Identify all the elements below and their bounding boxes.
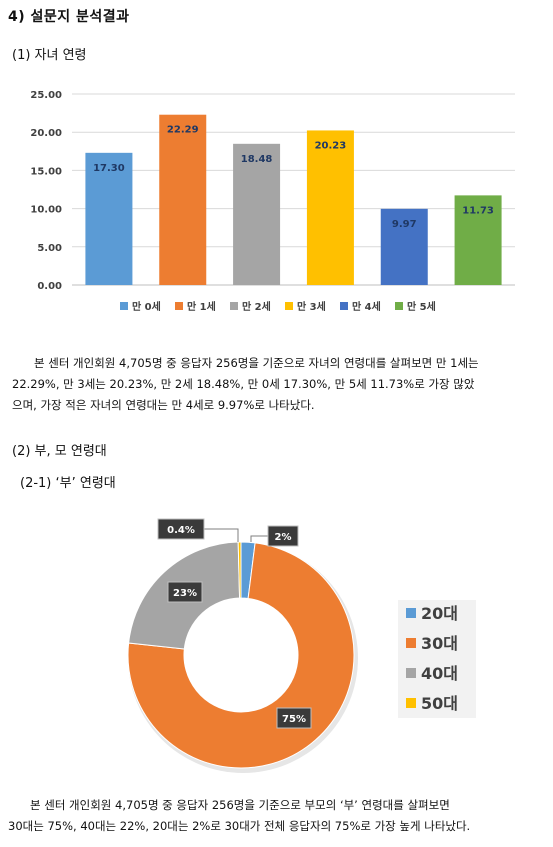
child-age-bar-chart: 0.00 5.00 10.00 15.00 20.00 25.00 17.30 22.29 18… bbox=[30, 90, 515, 313]
data-label-box bbox=[157, 518, 205, 540]
paragraph-father-age: 본 센터 개인회원 4,705명 중 응답자 256명을 기준으로 부모의 ‘부… bbox=[8, 795, 546, 837]
legend-label: 20대 bbox=[421, 604, 458, 623]
father-age-donut-chart: 2% 75% 23% 0.4% 20대 30대 40대 50대 bbox=[127, 518, 476, 773]
callout-leader-line bbox=[250, 535, 268, 542]
paragraph2-line2: 30대는 75%, 40대는 22%, 20대는 2%로 30대가 전체 응답자… bbox=[8, 819, 471, 833]
legend-label: 만 3세 bbox=[297, 300, 326, 313]
data-label: 23% bbox=[173, 588, 197, 599]
bar-value-label: 18.48 bbox=[241, 154, 273, 165]
bar-value-label: 20.23 bbox=[315, 140, 347, 151]
legend-label: 만 4세 bbox=[352, 300, 381, 313]
bar-5 bbox=[454, 195, 502, 285]
bar-value-label: 11.73 bbox=[462, 205, 494, 216]
bar-3 bbox=[306, 130, 354, 285]
legend-label: 만 5세 bbox=[407, 300, 436, 313]
data-label: 2% bbox=[275, 532, 292, 543]
legend-swatch bbox=[230, 302, 238, 310]
y-tick-label: 25.00 bbox=[30, 90, 62, 101]
subsection-title-father-age: (2-1) ‘부’ 연령대 bbox=[20, 476, 116, 491]
bar-0 bbox=[85, 152, 133, 285]
bar-value-label: 9.97 bbox=[392, 219, 417, 230]
section-title: 4) 설문지 분석결과 bbox=[8, 9, 130, 25]
y-tick-label: 5.00 bbox=[37, 243, 62, 254]
legend-label: 만 1세 bbox=[187, 300, 216, 313]
legend-swatch bbox=[340, 302, 348, 310]
bar-value-label: 17.30 bbox=[93, 163, 125, 174]
legend-label: 40대 bbox=[421, 664, 458, 683]
y-tick-label: 15.00 bbox=[30, 166, 62, 177]
data-label: 0.4% bbox=[167, 525, 195, 536]
legend-swatch bbox=[120, 302, 128, 310]
y-tick-label: 20.00 bbox=[30, 128, 62, 139]
donut-hole bbox=[184, 598, 298, 712]
legend-swatch bbox=[395, 302, 403, 310]
subsection-title-parent-age: (2) 부, 모 연령대 bbox=[12, 444, 107, 459]
bar-4 bbox=[380, 208, 428, 285]
bar-value-label: 22.29 bbox=[167, 125, 199, 136]
legend-label: 만 0세 bbox=[132, 300, 161, 313]
legend-swatch bbox=[406, 638, 416, 648]
data-label-box bbox=[276, 707, 312, 729]
data-label: 75% bbox=[282, 714, 306, 725]
legend-swatch bbox=[406, 608, 416, 618]
legend-swatch bbox=[406, 698, 416, 708]
legend-swatch bbox=[175, 302, 183, 310]
y-tick-label: 0.00 bbox=[37, 281, 62, 292]
subsection-title-child-age: (1) 자녀 연령 bbox=[12, 48, 87, 63]
data-label-box bbox=[267, 525, 299, 547]
callout-leader-line bbox=[204, 528, 239, 542]
bar-2 bbox=[233, 143, 281, 285]
legend-label: 30대 bbox=[421, 634, 458, 653]
paragraph1-line3: 으며, 가장 적은 자녀의 연령대는 만 4세로 9.97%로 나타났다. bbox=[12, 398, 315, 412]
bar-1 bbox=[159, 114, 207, 285]
paragraph1-line1: 본 센터 개인회원 4,705명 중 응답자 256명을 기준으로 자녀의 연령… bbox=[34, 356, 479, 370]
paragraph-child-age: 본 센터 개인회원 4,705명 중 응답자 256명을 기준으로 자녀의 연령… bbox=[12, 353, 542, 416]
data-label-box bbox=[167, 581, 203, 603]
legend-swatch bbox=[406, 668, 416, 678]
paragraph1-line2: 22.29%, 만 3세는 20.23%, 만 2세 18.48%, 만 0세 … bbox=[12, 377, 475, 391]
legend-label: 만 2세 bbox=[242, 300, 271, 313]
paragraph2-line1: 본 센터 개인회원 4,705명 중 응답자 256명을 기준으로 부모의 ‘부… bbox=[30, 798, 450, 812]
legend-label: 50대 bbox=[421, 694, 458, 713]
legend-swatch bbox=[285, 302, 293, 310]
y-tick-label: 10.00 bbox=[30, 205, 62, 216]
